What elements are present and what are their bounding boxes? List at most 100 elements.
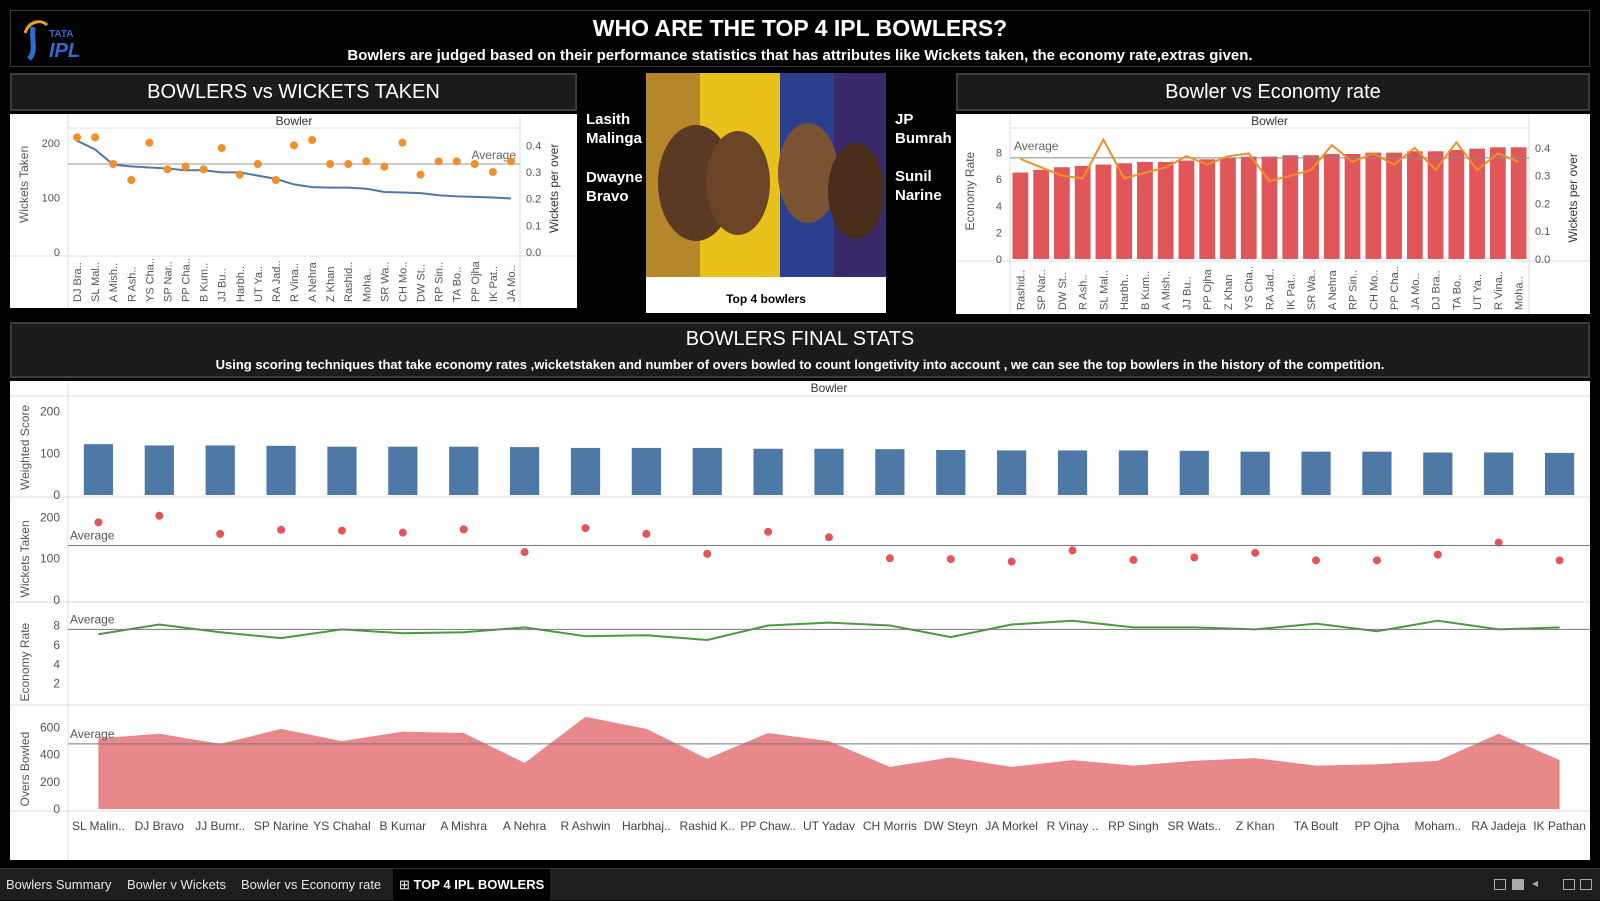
- tab-bowler-v-wickets[interactable]: Bowler v Wickets: [127, 877, 226, 892]
- tab-top-4-ipl-bowlers[interactable]: ⊞ TOP 4 IPL BOWLERS: [393, 869, 551, 901]
- weighted-score-bar: [692, 447, 722, 495]
- player-name-narine: Sunil Narine: [895, 168, 942, 204]
- economy-bar: [1199, 159, 1216, 259]
- tab-bowler-vs-economy[interactable]: Bowler vs Economy rate: [241, 877, 382, 892]
- wickets-taken-point: [1251, 548, 1260, 557]
- wickets-per-over-point: [217, 144, 226, 152]
- x-tick-label: Rashid..: [343, 262, 355, 302]
- y-tick-label: 200: [40, 405, 60, 419]
- photo-caption: Top 4 bowlers: [726, 292, 806, 306]
- wickets-per-over-point: [109, 160, 118, 168]
- x-tick-label: Moha..: [361, 268, 373, 302]
- x-tick-label: RA Jad..: [271, 260, 283, 302]
- economy-bar: [1386, 152, 1402, 259]
- y-tick-label: 0: [54, 247, 60, 259]
- x-tick-label: SL Malin..: [72, 819, 125, 833]
- y-tick-label: 2: [53, 677, 60, 691]
- x-tick-label: B Kumar: [379, 819, 426, 833]
- x-tick-label: RP Sin..: [434, 262, 446, 302]
- x-tick-label: DW St..: [1057, 272, 1069, 310]
- x-tick-label: A Mishra: [440, 819, 487, 833]
- x-tick-label: A Mish..: [108, 263, 120, 302]
- wickets-taken-point: [1190, 553, 1199, 562]
- weighted-score-bar: [1057, 450, 1088, 495]
- y-tick-label: 6: [996, 174, 1002, 186]
- wickets-taken-point: [520, 548, 529, 557]
- grid-view-icon[interactable]: [1494, 879, 1506, 890]
- x-tick-label: R Vina..: [1493, 271, 1505, 310]
- economy-bar: [1510, 147, 1527, 259]
- x-tick-label: Harbhaj..: [622, 819, 671, 833]
- x-tick-label: CH Morris: [863, 819, 917, 833]
- y-axis-label: Wickets Taken: [17, 146, 31, 223]
- pane-axis-label: Weighted Score: [18, 405, 32, 490]
- y-tick-label: 4: [996, 201, 1002, 213]
- x-header: Bowler: [811, 381, 848, 395]
- economy-panel-title: Bowler vs Economy rate: [956, 73, 1590, 111]
- fullscreen-icon[interactable]: [1563, 879, 1575, 890]
- x-tick-label: R Ash..: [126, 267, 138, 302]
- wickets-chart[interactable]: Bowler 0 100 200 0.0 0.1 0.2 0.3 0.4 Wickets Take…: [10, 114, 577, 308]
- x-tick-label: DJ Bra..: [72, 262, 84, 302]
- weighted-score-bar: [814, 448, 844, 495]
- x-tick-label: A Mish..: [1161, 271, 1173, 310]
- reference-label: Average: [70, 528, 115, 542]
- wickets-taken-point: [398, 528, 407, 537]
- wickets-taken-point: [337, 526, 346, 535]
- top-bowlers-photo: Top 4 bowlers: [646, 73, 886, 313]
- tab-bowlers-summary[interactable]: Bowlers Summary: [6, 877, 112, 892]
- wickets-per-over-point: [73, 133, 82, 142]
- player-name-malinga: Lasith Malinga: [586, 111, 642, 147]
- x-tick-label: IK Pat..: [1285, 274, 1297, 310]
- present-icon[interactable]: [1580, 879, 1592, 890]
- x-tick-label: YS Cha..: [1244, 266, 1256, 310]
- y-tick-label: 0: [53, 802, 60, 816]
- x-tick-label: RP Sin..: [1348, 270, 1360, 310]
- weighted-score-bar: [631, 447, 661, 495]
- reference-label: Average: [70, 727, 115, 741]
- wickets-taken-point: [581, 524, 590, 533]
- player-name-bravo: Dwayne Bravo: [586, 169, 643, 205]
- sheet-tab-bar: Bowlers Summary Bowler v Wickets Bowler …: [0, 868, 1600, 901]
- x-tick-label: DJ Bravo: [135, 819, 185, 833]
- y-tick-label: 0: [53, 593, 60, 607]
- x-tick-label: YS Cha..: [144, 258, 156, 302]
- x-tick-label: DJ Bra..: [1431, 270, 1443, 310]
- y-tick-label: 8: [996, 148, 1002, 160]
- x-tick-label: Rashid K..: [680, 819, 735, 833]
- x-tick-label: A Nehra: [1327, 269, 1339, 310]
- pane-axis-label: Overs Bowled: [18, 732, 32, 807]
- y-tick-label: 200: [40, 775, 60, 789]
- final-stats-chart[interactable]: Bowler 0 100 200 Weighted Score 0 100 200 Wicket…: [10, 381, 1590, 860]
- weighted-score-bar: [144, 445, 174, 495]
- x-tick-label: RA Jadeja: [1471, 819, 1526, 833]
- x-tick-label: JJ Bumr..: [195, 819, 245, 833]
- weighted-score-bar: [388, 446, 418, 495]
- economy-bar: [1282, 155, 1299, 259]
- prev-icon[interactable]: ◂: [1532, 876, 1539, 890]
- weighted-score-bar: [1362, 451, 1392, 495]
- economy-bar: [1157, 161, 1174, 259]
- economy-bar: [1365, 152, 1382, 259]
- economy-bar: [1240, 156, 1257, 259]
- wickets-taken-point: [703, 549, 712, 558]
- wickets-per-over-point: [199, 165, 208, 174]
- x-tick-label: SR Wa..: [379, 261, 391, 302]
- x-tick-label: TA Bo..: [1451, 275, 1463, 310]
- face-4: [828, 143, 884, 239]
- x-tick-label: R Vinay ..: [1047, 819, 1099, 833]
- economy-chart[interactable]: Bowler 0 2 4 6 8 0.0 0.1 0.2 0.3 0.4 Economy Rate Wi…: [956, 114, 1590, 314]
- x-tick-label: Z Khan: [1236, 819, 1275, 833]
- x-tick-label: Moham..: [1414, 819, 1461, 833]
- list-view-icon[interactable]: [1512, 879, 1524, 890]
- wickets-per-over-point: [235, 170, 244, 179]
- y-tick-label: 200: [42, 138, 60, 150]
- x-tick-label: IK Pat..: [488, 266, 500, 302]
- weighted-score-bar: [266, 445, 296, 495]
- x-tick-label: UT Yadav: [803, 819, 855, 833]
- final-stats-title: BOWLERS FINAL STATS: [685, 328, 915, 350]
- x-tick-label: Harbh..: [235, 266, 247, 302]
- weighted-score-bar: [997, 450, 1027, 495]
- wickets-per-over-line: [1020, 137, 1519, 183]
- y-tick-label: 100: [42, 192, 60, 204]
